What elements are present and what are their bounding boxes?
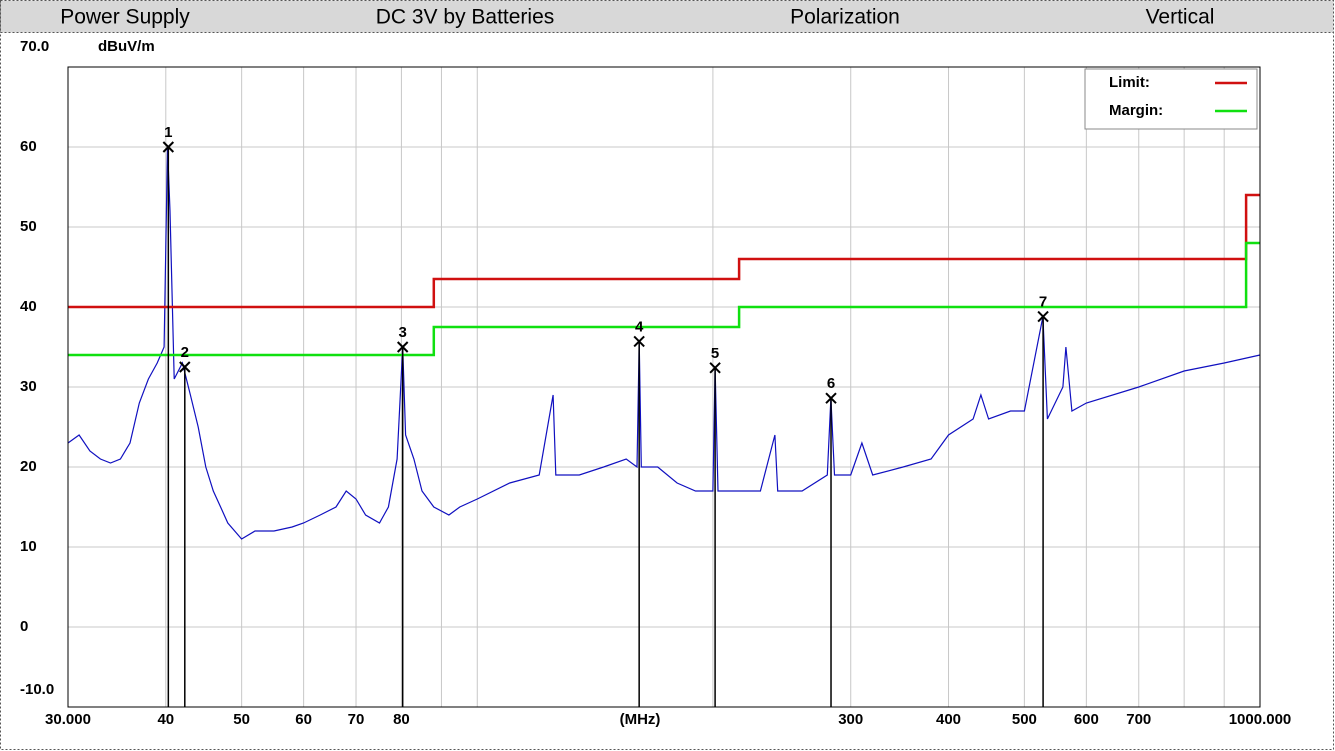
y-tick-label: 30 xyxy=(20,378,37,395)
marker-label: 4 xyxy=(635,318,644,335)
header-cell: Vertical xyxy=(1146,6,1215,29)
x-tick-label: 40 xyxy=(157,711,174,728)
y-tick-label: 70.0 xyxy=(20,38,49,55)
x-tick-label: 80 xyxy=(393,711,410,728)
limit-line xyxy=(68,241,1260,357)
y-axis-label: dBuV/m xyxy=(98,38,155,55)
y-tick-label: 40 xyxy=(20,298,37,315)
plot-border xyxy=(67,66,1261,708)
x-tick-label: 70 xyxy=(348,711,365,728)
marker xyxy=(709,362,721,374)
x-tick-label: 50 xyxy=(233,711,250,728)
y-tick-label: 10 xyxy=(20,538,37,555)
x-tick-label: 700 xyxy=(1126,711,1151,728)
marker-label: 2 xyxy=(181,344,189,361)
marker xyxy=(396,341,409,353)
header-bar xyxy=(0,0,1334,33)
y-tick-label: -10.0 xyxy=(20,681,54,698)
marker-label: 3 xyxy=(399,324,407,341)
x-tick-label: 400 xyxy=(936,711,961,728)
x-tick-label: 1000.000 xyxy=(1229,711,1292,728)
header-cell: Polarization xyxy=(790,6,900,29)
header-cell: DC 3V by Batteries xyxy=(376,6,555,29)
marker xyxy=(1037,310,1049,323)
marker-label: 7 xyxy=(1039,294,1047,311)
marker xyxy=(825,392,837,404)
legend-box xyxy=(1084,68,1258,130)
x-tick-label: 500 xyxy=(1012,711,1037,728)
x-tick-label: 600 xyxy=(1074,711,1099,728)
x-tick-label: 300 xyxy=(838,711,863,728)
y-tick-label: 60 xyxy=(20,138,37,155)
x-tick-label: 60 xyxy=(295,711,312,728)
marker-label: 5 xyxy=(711,345,719,362)
marker xyxy=(633,335,645,348)
marker-label: 1 xyxy=(164,124,172,141)
y-tick-label: 0 xyxy=(20,618,28,635)
header-cell: Power Supply xyxy=(60,6,190,29)
legend-label: Margin: xyxy=(1109,102,1163,119)
y-tick-label: 20 xyxy=(20,458,37,475)
marker xyxy=(179,361,191,373)
marker xyxy=(162,141,175,153)
legend-label: Limit: xyxy=(1109,74,1150,91)
x-tick-label: 30.000 xyxy=(45,711,91,728)
limit-line xyxy=(68,193,1260,309)
y-tick-label: 50 xyxy=(20,218,37,235)
marker-label: 6 xyxy=(827,375,835,392)
x-axis-label: (MHz) xyxy=(620,711,661,728)
